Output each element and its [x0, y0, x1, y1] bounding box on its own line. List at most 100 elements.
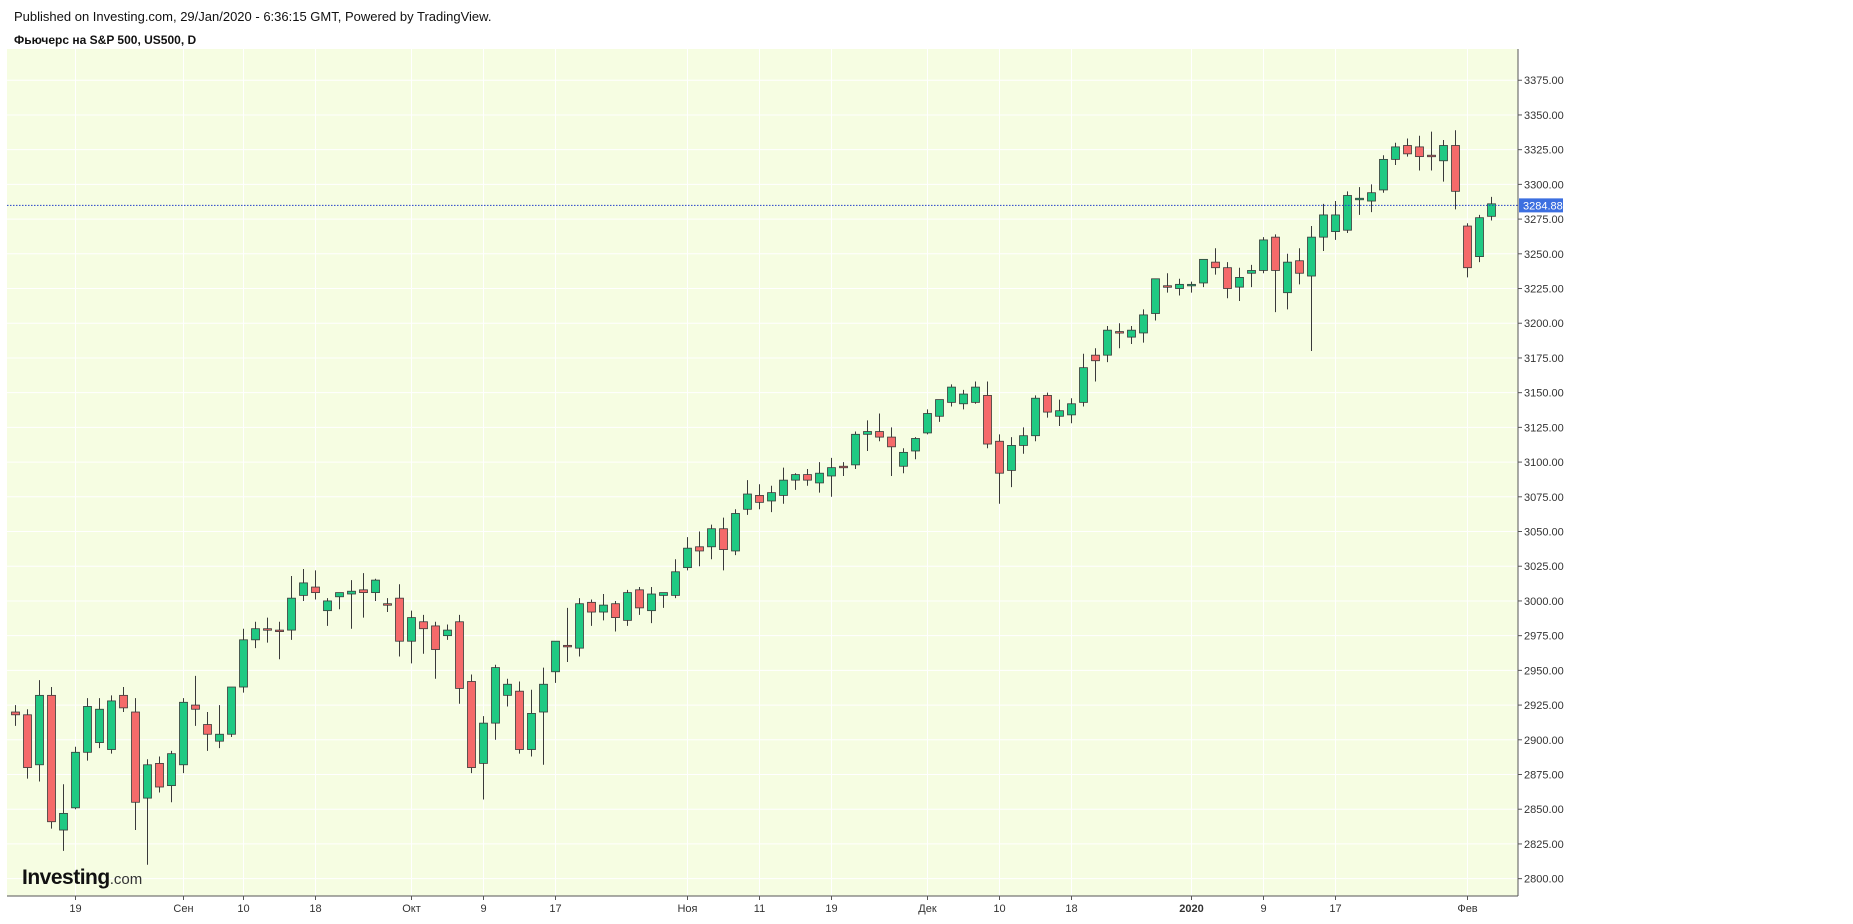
candle-body [995, 440, 1004, 474]
candle-body [1271, 236, 1280, 271]
candle-up [491, 664, 500, 740]
candle-up [575, 598, 584, 657]
candle-body [779, 479, 788, 496]
candle-body [1163, 285, 1172, 288]
candle-body [1043, 395, 1052, 413]
candle-up [1367, 184, 1376, 213]
candle-up [1283, 253, 1292, 310]
candle-up [779, 467, 788, 504]
candle-body [1055, 410, 1064, 417]
candle-body [155, 762, 164, 788]
candle-body [803, 474, 812, 481]
candle-down [1091, 348, 1100, 382]
candle-body [131, 711, 140, 803]
candle-body [299, 582, 308, 596]
candle-body [491, 667, 500, 724]
candle-body [1367, 192, 1376, 202]
candle-body [1463, 225, 1472, 269]
candle-body [1283, 261, 1292, 294]
candle-up [1127, 326, 1136, 345]
y-tick-label: 3325.00 [1524, 145, 1564, 157]
x-tick-label: Ноя [677, 903, 697, 915]
candle-body [1067, 403, 1076, 416]
y-tick-label: 3100.00 [1524, 457, 1564, 469]
candle-body [239, 639, 248, 688]
y-tick-label: 2925.00 [1524, 700, 1564, 712]
candle-up [647, 587, 656, 624]
candle-body [527, 713, 536, 750]
plot-area[interactable] [7, 49, 1518, 896]
candle-body [1439, 145, 1448, 162]
candle-down [395, 584, 404, 657]
candle-body [695, 546, 704, 552]
candle-down [23, 709, 32, 779]
y-tick-label: 2975.00 [1524, 631, 1564, 643]
candle-body [395, 597, 404, 642]
candle-body [815, 472, 824, 484]
candle-up [815, 462, 824, 493]
candle-down [1115, 323, 1124, 349]
current-price-value: 3284.88 [1523, 200, 1563, 212]
candle-up [1487, 196, 1496, 221]
candle-body [191, 704, 200, 710]
published-note: Published on Investing.com, 29/Jan/2020 … [14, 9, 492, 24]
candle-body [47, 694, 56, 823]
candle-body [1355, 197, 1364, 201]
candle-down [1451, 130, 1460, 210]
candle-up [539, 667, 548, 765]
x-tick-label: 11 [754, 903, 765, 915]
candle-body [1379, 158, 1388, 191]
candle-down [995, 434, 1004, 504]
candle-down [755, 484, 764, 510]
candle-down [1271, 234, 1280, 313]
candle-body [167, 753, 176, 787]
candle-up [767, 485, 776, 513]
candle-up [671, 559, 680, 599]
candle-body [251, 628, 260, 641]
candle-body [1391, 146, 1400, 160]
candle-down [275, 621, 284, 660]
y-tick-label: 3125.00 [1524, 422, 1564, 434]
chart-title: Фьючерс на S&P 500, US500, D [14, 33, 197, 47]
y-tick-label: 2850.00 [1524, 804, 1564, 816]
candle-body [179, 701, 188, 766]
candle-up [1355, 187, 1364, 215]
candles-group [11, 130, 1496, 865]
candle-up [683, 537, 692, 571]
candle-down [611, 600, 620, 632]
candle-up [1331, 201, 1340, 240]
candle-body [1139, 314, 1148, 334]
candle-body [107, 700, 116, 750]
candle-body [1127, 329, 1136, 338]
candle-down [11, 705, 20, 726]
candle-body [1223, 267, 1232, 289]
y-tick-label: 2825.00 [1524, 839, 1564, 851]
candle-up [911, 437, 920, 460]
candle-up [707, 524, 716, 560]
candle-up [215, 705, 224, 749]
y-tick-label: 3200.00 [1524, 318, 1564, 330]
candle-up [1379, 155, 1388, 193]
candle-up [791, 473, 800, 490]
candle-body [767, 492, 776, 502]
candle-up [971, 381, 980, 404]
x-tick-label: Сен [173, 903, 193, 915]
candle-body [215, 733, 224, 742]
candle-body [443, 629, 452, 637]
x-tick-label: Дек [918, 903, 937, 915]
candle-body [971, 386, 980, 403]
candle-up [1235, 267, 1244, 302]
candle-up [479, 716, 488, 800]
candle-down [311, 570, 320, 600]
candle-up [323, 598, 332, 626]
candle-body [1199, 258, 1208, 284]
candle-down [803, 469, 812, 486]
candle-down [1163, 273, 1172, 293]
y-tick-label: 2800.00 [1524, 874, 1564, 886]
candle-body [839, 465, 848, 469]
candle-down [359, 573, 368, 618]
y-tick-label: 3275.00 [1524, 214, 1564, 226]
candle-body [611, 603, 620, 619]
candle-body [683, 547, 692, 569]
